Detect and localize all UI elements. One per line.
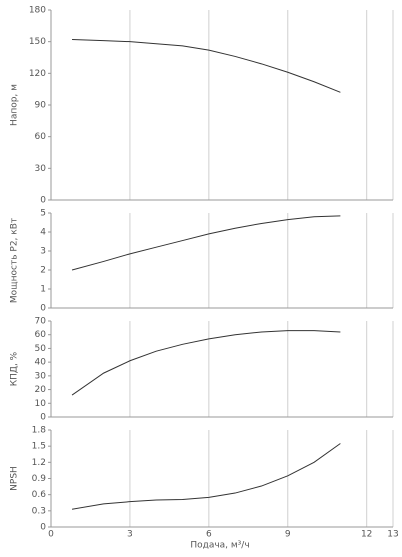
- y-tick-label: 0: [40, 196, 46, 206]
- y-tick-label: 0: [40, 304, 46, 314]
- y-tick-label: 1.8: [32, 426, 47, 436]
- y-tick-label: 20: [35, 385, 47, 395]
- x-tick-label: 13: [387, 530, 398, 540]
- y-tick-label: 3: [40, 247, 46, 257]
- x-axis-label: Подача, м³/ч: [190, 541, 249, 551]
- y-tick-label: 1.2: [32, 458, 46, 468]
- line: [71, 443, 341, 510]
- y-tick-label: 2: [40, 266, 46, 276]
- y-tick-label: 150: [29, 37, 46, 47]
- line: [71, 330, 341, 396]
- line: [72, 39, 341, 93]
- y-tick-label: 70: [35, 317, 47, 327]
- y-tick-label: 50: [35, 344, 47, 354]
- x-tick-label: 12: [361, 530, 372, 540]
- y-tick-label: 0: [40, 413, 46, 423]
- y-tick-label: 10: [35, 399, 47, 409]
- y-tick-label: 0.9: [32, 474, 47, 484]
- y-tick-label: 120: [29, 69, 46, 79]
- y-tick-label: 30: [35, 371, 47, 381]
- line: [71, 215, 341, 271]
- y-tick-label: 40: [35, 358, 47, 368]
- x-tick-label: 9: [285, 530, 291, 540]
- x-tick-label: 6: [206, 530, 212, 540]
- y-tick-label: 0.6: [32, 490, 47, 500]
- y-tick-label: 1.5: [32, 442, 46, 452]
- x-tick-label: 0: [48, 530, 54, 540]
- y-axis-label: Мощность P2, кВт: [10, 218, 20, 303]
- x-tick-label: 3: [127, 530, 133, 540]
- y-tick-label: 1: [40, 285, 46, 295]
- y-tick-label: 180: [29, 6, 46, 16]
- y-tick-label: 0.3: [32, 506, 46, 516]
- y-tick-label: 90: [35, 101, 47, 111]
- y-tick-label: 0: [40, 523, 46, 533]
- y-tick-label: 60: [35, 132, 47, 142]
- y-tick-label: 30: [35, 164, 47, 174]
- y-axis-label: Напор, м: [10, 84, 20, 126]
- y-tick-label: 60: [35, 330, 47, 340]
- y-axis-label: КПД, %: [10, 351, 20, 386]
- y-tick-label: 4: [40, 228, 46, 238]
- y-axis-label: NPSH: [10, 466, 20, 491]
- y-tick-label: 5: [40, 209, 46, 219]
